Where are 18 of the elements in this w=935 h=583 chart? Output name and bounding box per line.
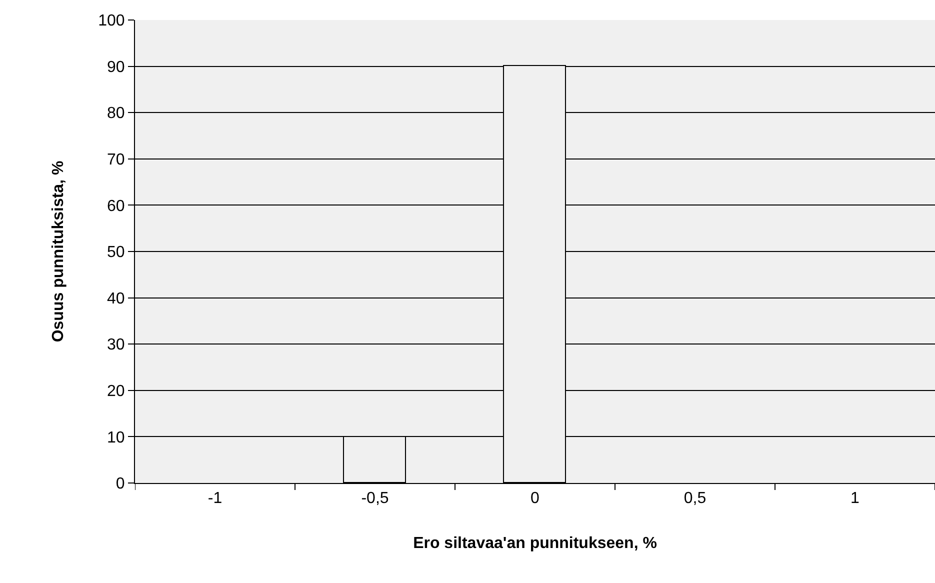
y-tick-label: 70 bbox=[107, 152, 125, 168]
x-axis-title: Ero siltavaa'an punnitukseen, % bbox=[413, 534, 657, 552]
y-axis-title: Osuus punnituksista, % bbox=[50, 160, 67, 342]
y-tick-label: 30 bbox=[107, 336, 125, 354]
y-tick-label: 50 bbox=[107, 244, 125, 262]
x-tick-label: 0,5 bbox=[684, 490, 706, 508]
y-tick-label: 10 bbox=[107, 429, 125, 446]
y-tick-label: 80 bbox=[107, 105, 125, 122]
y-tick-label: 0 bbox=[116, 476, 125, 493]
y-tick-label: 90 bbox=[107, 58, 125, 76]
x-tick-label: 0 bbox=[530, 490, 540, 508]
y-tick-label: 40 bbox=[107, 290, 125, 308]
y-tick-label: 20 bbox=[107, 383, 125, 400]
y-tick-label: 60 bbox=[107, 198, 125, 215]
x-tick-label: -1 bbox=[208, 490, 222, 508]
x-tick-label: -0,5 bbox=[361, 490, 389, 508]
x-tick-label: 1 bbox=[850, 490, 860, 508]
y-tick-label: 100 bbox=[98, 12, 125, 30]
